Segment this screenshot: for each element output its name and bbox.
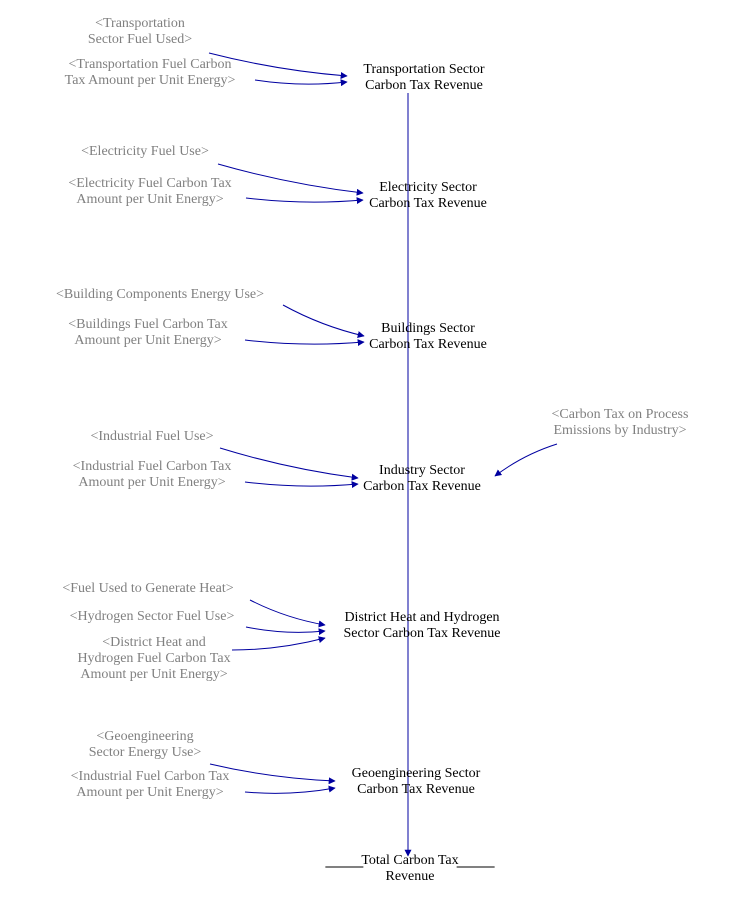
arrow-bldg_energy_use [283, 305, 364, 336]
input-bldg_energy_use: <Building Components Energy Use> [56, 287, 264, 302]
arrow-ind_fuel_use [220, 448, 358, 478]
input-ind_fuel_ct: <Industrial Fuel Carbon TaxAmount per Un… [73, 459, 232, 490]
arrow-h2_sector_fuel [246, 627, 325, 632]
node-node_geo: Geoengineering SectorCarbon Tax Revenue [352, 766, 481, 797]
arrow-elec_fuel_use [218, 164, 363, 193]
arrow-ind_fuel_ct [245, 482, 358, 486]
arrow-bldg_fuel_ct [245, 340, 364, 344]
input-elec_fuel_use: <Electricity Fuel Use> [81, 144, 209, 159]
input-geo_energy_use: <GeoengineeringSector Energy Use> [89, 729, 202, 760]
input-dh_h2_fuel_ct: <District Heat andHydrogen Fuel Carbon T… [77, 635, 230, 682]
diagram-canvas: <TransportationSector Fuel Used> <Transpo… [0, 0, 741, 922]
arrow-trans_fuel_ct [255, 80, 347, 84]
arrow-dh_h2_fuel_ct [232, 638, 325, 650]
input-ind_fuel_use: <Industrial Fuel Use> [90, 429, 213, 444]
arrow-ind_fuel_ct2 [245, 788, 335, 793]
node-node_transport: Transportation SectorCarbon Tax Revenue [363, 62, 485, 93]
node-node_total: Total Carbon TaxRevenue [361, 853, 458, 884]
input-bldg_fuel_ct: <Buildings Fuel Carbon TaxAmount per Uni… [68, 317, 228, 348]
input-fuel_gen_heat: <Fuel Used to Generate Heat> [62, 581, 233, 596]
node-node_bldg: Buildings SectorCarbon Tax Revenue [369, 321, 487, 352]
node-node_industry: Industry SectorCarbon Tax Revenue [363, 463, 481, 494]
input-ind_fuel_ct2: <Industrial Fuel Carbon TaxAmount per Un… [71, 769, 230, 800]
input-trans_fuel_ct: <Transportation Fuel CarbonTax Amount pe… [65, 57, 236, 88]
input-ct_process_emis: <Carbon Tax on ProcessEmissions by Indus… [552, 407, 689, 438]
input-h2_sector_fuel: <Hydrogen Sector Fuel Use> [70, 609, 235, 624]
node-node_elec: Electricity SectorCarbon Tax Revenue [369, 180, 487, 211]
arrow-ct_process_emis [495, 444, 557, 476]
input-trans_fuel_used: <TransportationSector Fuel Used> [88, 16, 192, 47]
arrow-elec_fuel_ct [246, 198, 363, 202]
arrow-fuel_gen_heat [250, 600, 325, 625]
input-elec_fuel_ct: <Electricity Fuel Carbon TaxAmount per U… [68, 176, 231, 207]
node-node_dh_h2: District Heat and HydrogenSector Carbon … [344, 610, 501, 641]
